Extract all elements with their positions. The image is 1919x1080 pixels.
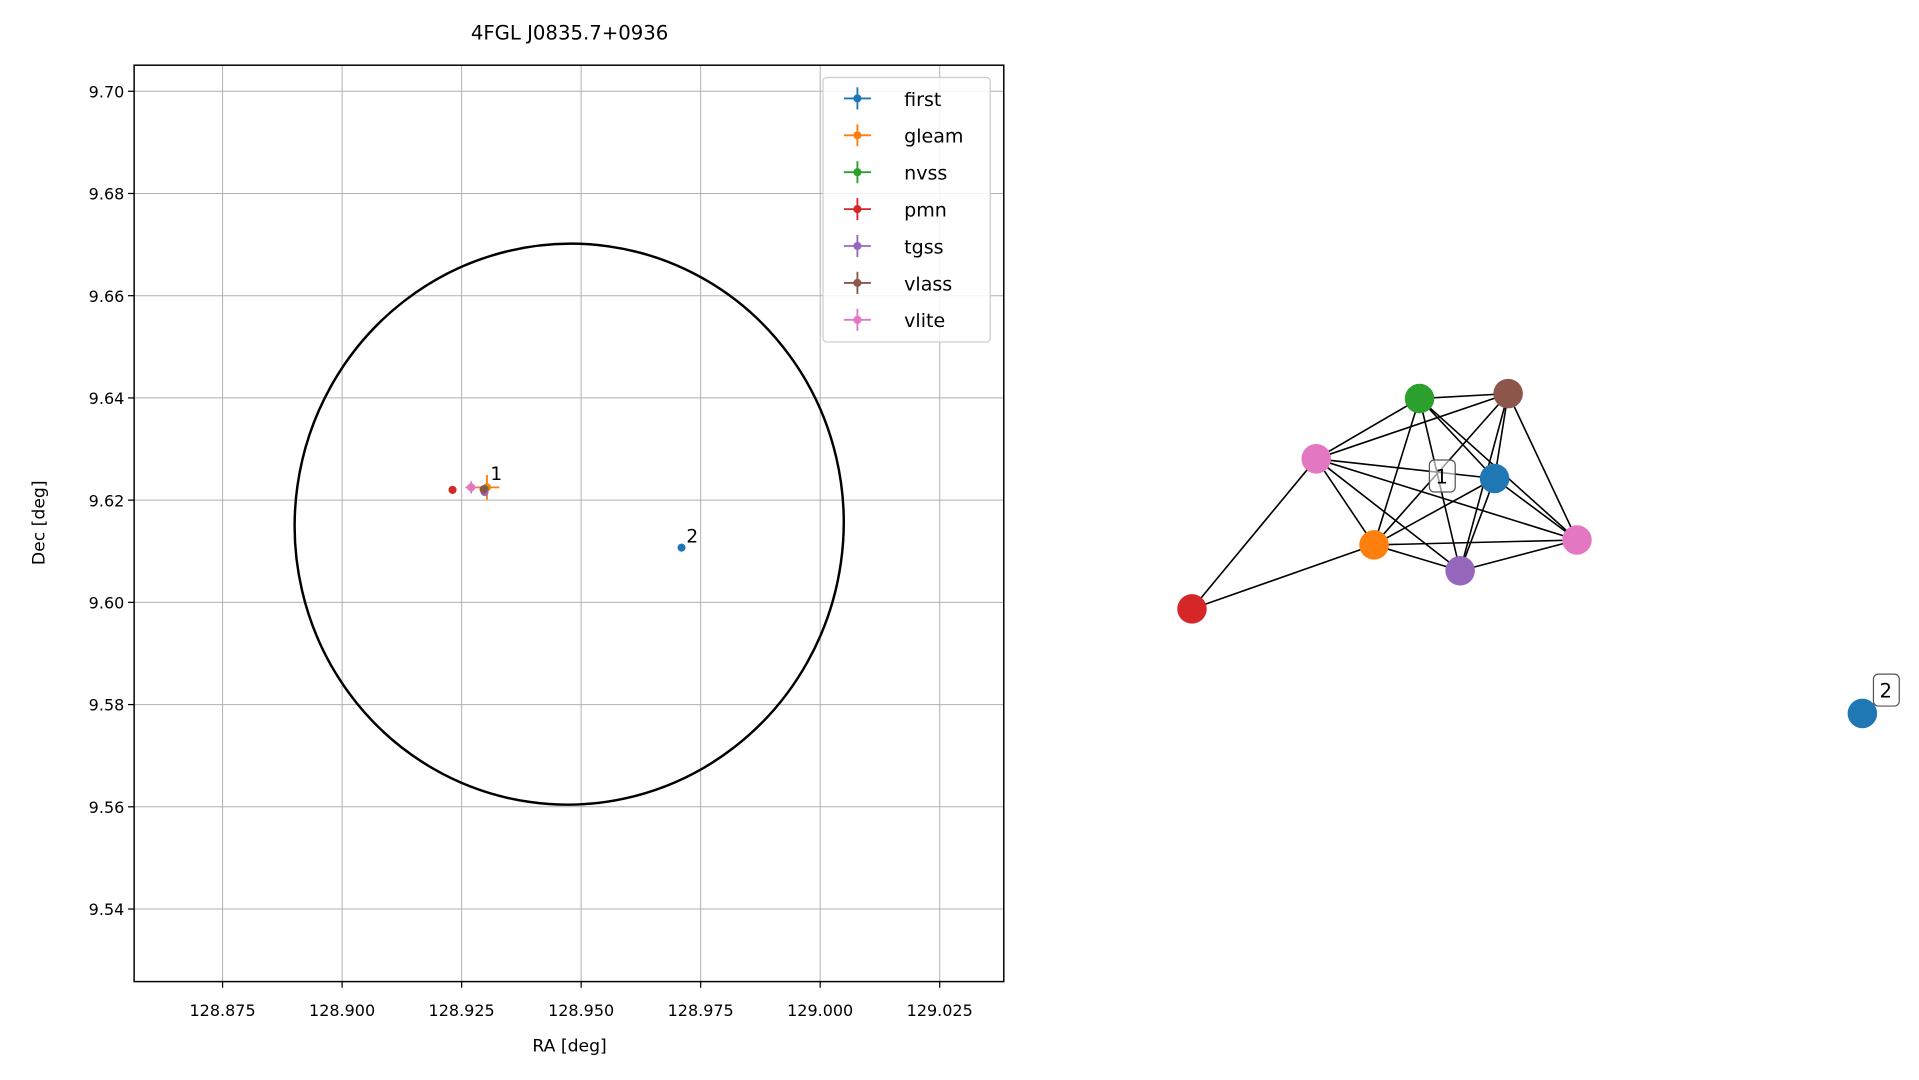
edge <box>1316 458 1495 480</box>
point <box>677 543 686 552</box>
x-tick-label: 129.000 <box>787 1001 853 1020</box>
legend-marker <box>853 94 862 103</box>
edge <box>1315 397 1420 460</box>
y-tick-label: 9.66 <box>89 287 125 306</box>
edge <box>1373 477 1495 546</box>
y-tick-label: 9.70 <box>89 82 125 101</box>
legend-label: gleam <box>904 126 963 148</box>
y-tick-label: 9.58 <box>89 696 125 715</box>
legend-label: tgss <box>904 236 943 258</box>
node-label: 2 <box>1879 679 1892 702</box>
annotation: 2 <box>686 527 698 548</box>
plot-frame <box>133 64 1005 983</box>
node <box>1847 698 1878 729</box>
chart-title: 4FGL J0835.7+0936 <box>471 21 668 44</box>
edge <box>1373 398 1421 546</box>
node <box>1359 530 1389 560</box>
legend-marker <box>853 131 862 140</box>
edge <box>1191 544 1375 610</box>
edge <box>1459 478 1496 572</box>
edge <box>1418 397 1496 480</box>
point <box>479 485 488 494</box>
legend-box <box>822 76 991 343</box>
annotation: 1 <box>490 464 502 485</box>
edge <box>1315 458 1578 541</box>
node <box>1562 525 1592 555</box>
node-label: 1 <box>1435 465 1448 488</box>
legend-label: nvss <box>904 163 947 185</box>
edge <box>1507 393 1578 541</box>
legend-label: pmn <box>904 199 947 221</box>
legend-marker <box>853 278 862 287</box>
x-tick-label: 129.025 <box>907 1001 973 1020</box>
legend-marker <box>853 315 862 324</box>
y-axis-label: Dec [deg] <box>29 480 49 565</box>
y-tick-label: 9.60 <box>89 594 125 613</box>
x-tick-label: 128.900 <box>309 1001 375 1020</box>
legend-marker <box>853 168 862 177</box>
y-tick-label: 9.54 <box>89 900 125 919</box>
edge <box>1419 392 1509 400</box>
edge <box>1373 544 1461 572</box>
node <box>1479 463 1510 494</box>
node <box>1404 383 1435 414</box>
legend-label: vlite <box>904 310 945 332</box>
point <box>448 485 457 494</box>
x-tick-label: 128.975 <box>668 1001 734 1020</box>
legend-marker <box>853 241 862 251</box>
node <box>1493 378 1523 409</box>
edge <box>1315 392 1509 460</box>
y-tick-label: 9.64 <box>89 389 125 408</box>
legend-label: first <box>904 89 942 111</box>
edge <box>1494 477 1578 541</box>
error-ellipse <box>293 242 845 806</box>
edge <box>1459 539 1578 572</box>
edge <box>1374 539 1578 546</box>
x-tick-label: 128.925 <box>429 1001 495 1020</box>
edge <box>1191 458 1317 610</box>
x-tick-label: 128.875 <box>190 1001 256 1020</box>
legend: first gleam nvss pmn tgss vlass vlite <box>822 76 991 343</box>
y-tick-label: 9.68 <box>89 185 125 204</box>
label-box <box>1872 673 1900 707</box>
x-tick-label: 128.950 <box>548 1001 614 1020</box>
node <box>1301 444 1331 474</box>
y-tick-label: 9.56 <box>89 798 125 817</box>
edge <box>1315 458 1461 572</box>
node <box>1177 594 1207 624</box>
edge <box>1315 458 1375 546</box>
legend-label: vlass <box>904 273 952 295</box>
legend-marker <box>853 205 862 214</box>
point <box>467 483 476 492</box>
node <box>1445 555 1475 586</box>
x-axis-label: RA [deg] <box>532 1037 606 1057</box>
label-box <box>1428 459 1456 493</box>
y-tick-label: 9.62 <box>89 491 125 510</box>
